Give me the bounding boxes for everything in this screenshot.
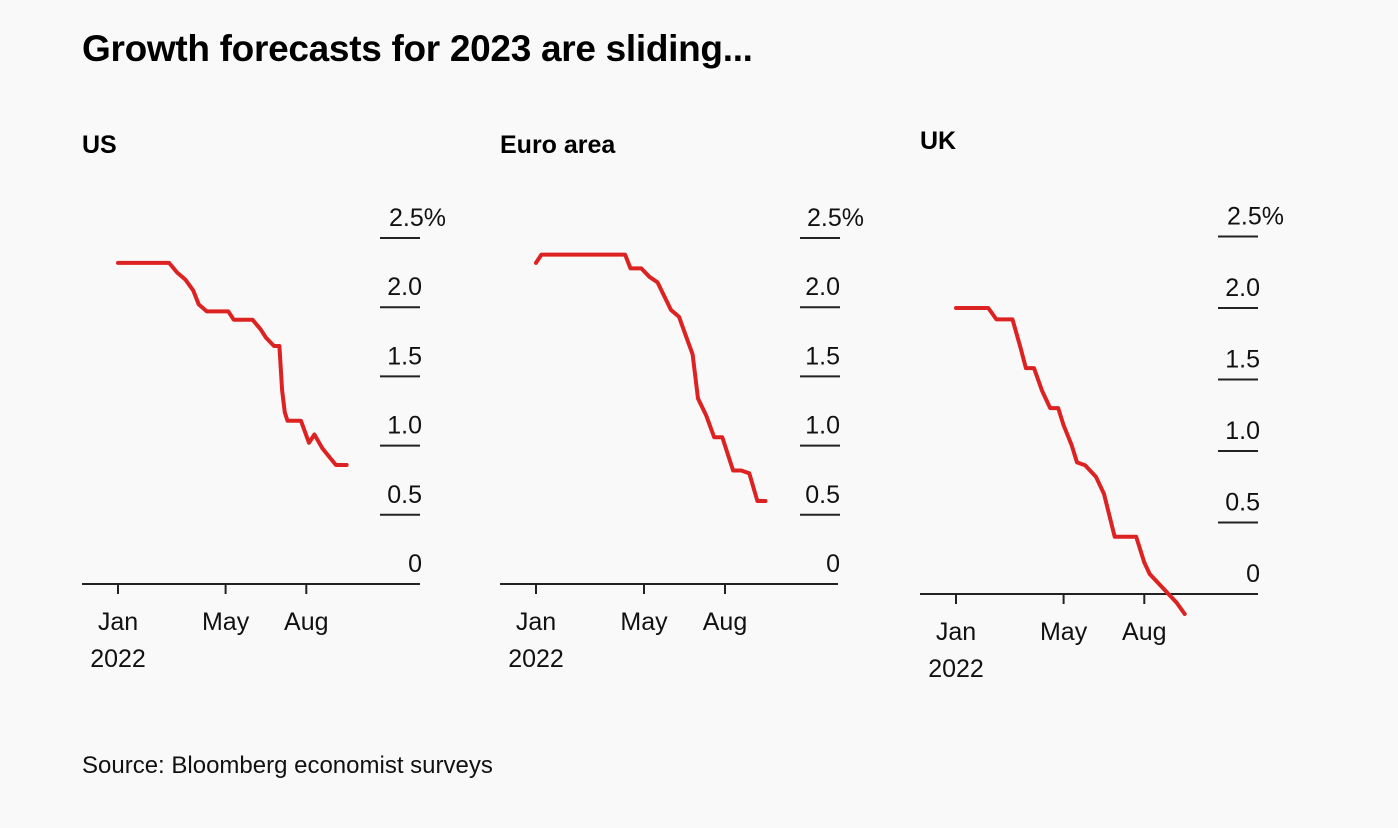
y-tick-label: 2.0 [387, 273, 422, 301]
panel-title-uk: UK [920, 127, 957, 155]
y-tick-label: 0 [1246, 560, 1260, 588]
y-tick-label: 1.0 [387, 412, 422, 440]
x-tick-label: Jan [98, 608, 138, 636]
x-tick-label: May [202, 608, 250, 636]
x-tick-label: Aug [1122, 618, 1166, 646]
panel-title-euro-area: Euro area [500, 131, 616, 159]
x-tick-label: Jan [516, 608, 556, 636]
y-tick-label: 1.0 [805, 412, 840, 440]
y-tick-label: 0.5 [1225, 489, 1260, 517]
y-tick-label: 1.5 [387, 342, 422, 370]
x-tick-sublabel: 2022 [90, 645, 146, 673]
y-tick-label: 0.5 [805, 481, 840, 509]
y-tick-label: 2.0 [805, 273, 840, 301]
y-tick-label: 1.0 [1225, 417, 1260, 445]
chart-title: Growth forecasts for 2023 are sliding... [82, 28, 753, 69]
forecast-line-uk [954, 306, 1187, 616]
y-tick-label: 2.5% [389, 204, 446, 232]
y-tick-label: 1.5 [1225, 346, 1260, 374]
y-tick-label: 0 [826, 550, 840, 578]
y-tick-label: 1.5 [805, 342, 840, 370]
forecast-line-euro-area [534, 252, 768, 503]
x-tick-sublabel: 2022 [508, 645, 564, 673]
x-tick-label: May [1040, 618, 1088, 646]
panel-title-us: US [82, 131, 117, 159]
forecast-line-us [116, 260, 349, 467]
x-tick-sublabel: 2022 [928, 655, 984, 683]
y-tick-label: 2.5% [1227, 203, 1284, 231]
y-tick-label: 2.5% [807, 204, 864, 232]
x-tick-label: Aug [284, 608, 328, 636]
y-tick-label: 0 [408, 550, 422, 578]
x-tick-label: Aug [703, 608, 747, 636]
x-tick-label: Jan [936, 618, 976, 646]
source-note: Source: Bloomberg economist surveys [82, 752, 493, 779]
x-tick-label: May [620, 608, 668, 636]
y-tick-label: 0.5 [387, 481, 422, 509]
y-tick-label: 2.0 [1225, 274, 1260, 302]
